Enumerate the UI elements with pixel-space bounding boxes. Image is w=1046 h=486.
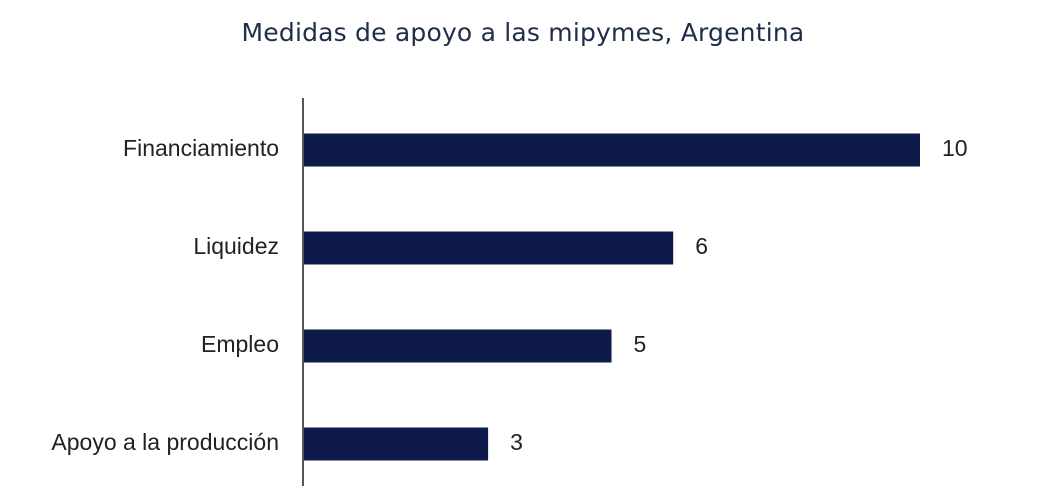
value-label: 6 [695,233,708,259]
value-label: 3 [510,429,523,455]
value-label: 5 [634,331,647,357]
bar-0 [303,133,920,167]
bar-1 [303,231,674,265]
value-label: 10 [942,135,968,161]
category-label: Empleo [201,331,279,357]
chart-title: Medidas de apoyo a las mipymes, Argentin… [241,18,805,47]
category-label: Apoyo a la producción [51,429,279,455]
category-label: Liquidez [193,233,279,259]
bar-3 [303,427,489,461]
labels-layer: Financiamiento 10 Liquidez 6 Empleo 5 Apoyo a … [51,135,967,455]
bar-2 [303,329,612,363]
category-label: Financiamiento [123,135,279,161]
bars-layer [303,133,920,461]
